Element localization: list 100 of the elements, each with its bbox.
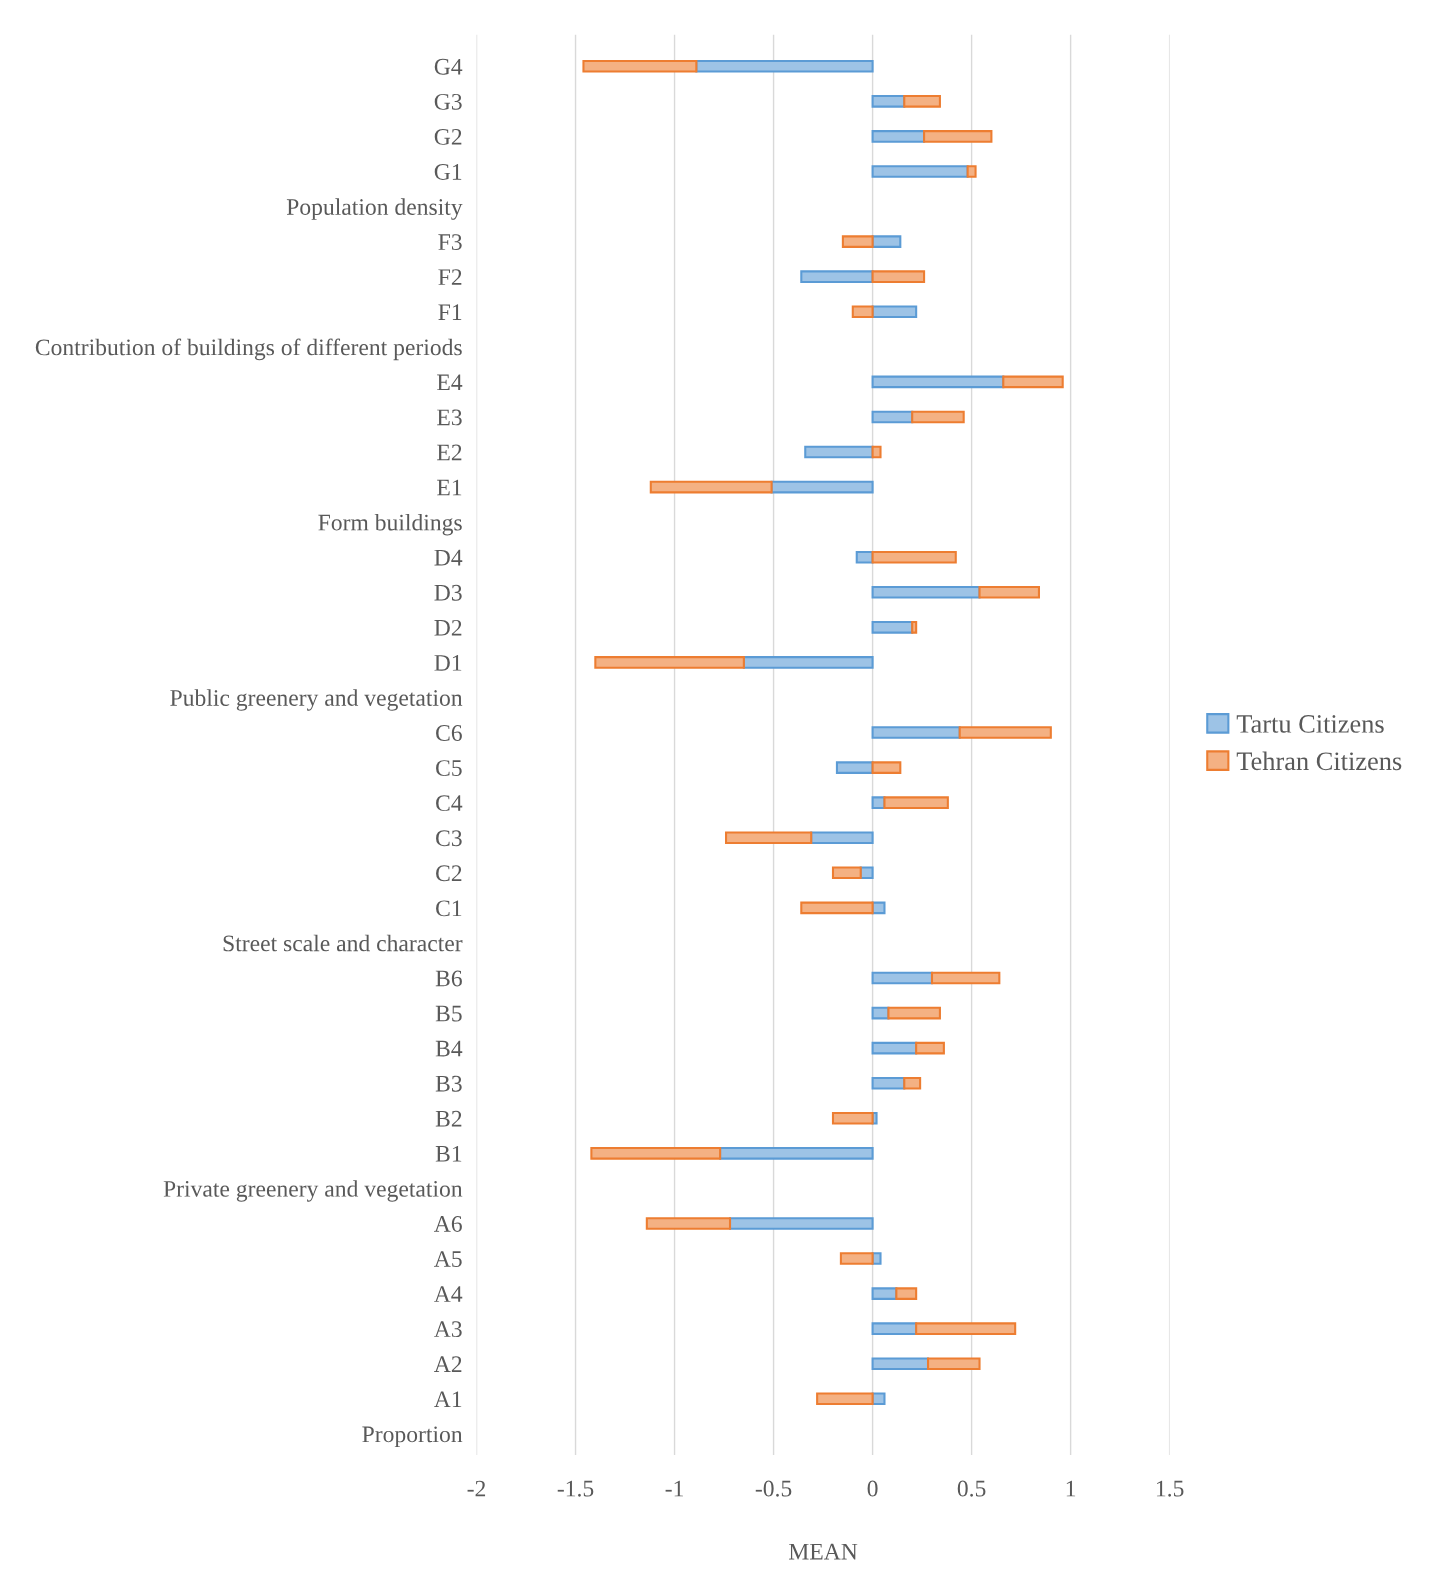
bar bbox=[719, 1147, 874, 1160]
bar bbox=[871, 270, 926, 283]
y-tick-label: A6 bbox=[434, 1216, 462, 1232]
x-tick-label: -0.5 bbox=[755, 1480, 792, 1497]
bar bbox=[810, 831, 874, 845]
bar bbox=[831, 866, 862, 880]
y-tick-label: A3 bbox=[434, 1321, 462, 1338]
y-tick-label: D1 bbox=[434, 655, 462, 671]
bar bbox=[871, 726, 961, 739]
bar bbox=[841, 235, 874, 248]
y-tick-label: B4 bbox=[435, 1040, 463, 1057]
x-tick-label: -2 bbox=[467, 1480, 486, 1497]
y-tick-label: A1 bbox=[434, 1391, 462, 1407]
legend-label: Tartu Citizens bbox=[1236, 715, 1384, 733]
y-tick-label: C3 bbox=[436, 830, 462, 847]
y-tick-label: B6 bbox=[435, 970, 462, 987]
bar bbox=[645, 1217, 732, 1230]
x-tick-label: 0 bbox=[867, 1480, 878, 1497]
bar bbox=[966, 165, 977, 178]
y-tick-label: Public greenery and vegetation bbox=[170, 689, 463, 711]
bar bbox=[915, 1322, 1017, 1335]
bar bbox=[839, 1252, 874, 1265]
y-tick-label: Population density bbox=[286, 198, 463, 220]
bar bbox=[728, 1217, 874, 1230]
y-tick-label: F3 bbox=[438, 234, 462, 251]
bar bbox=[770, 480, 874, 494]
bar bbox=[800, 270, 874, 283]
bar bbox=[911, 621, 918, 634]
bar bbox=[871, 1041, 918, 1055]
y-tick-label: F2 bbox=[438, 269, 462, 285]
x-tick-label: -1 bbox=[665, 1480, 683, 1497]
bar bbox=[816, 1392, 874, 1406]
x-tick-label: 1.5 bbox=[1156, 1480, 1184, 1497]
y-tick-label: B3 bbox=[435, 1075, 462, 1092]
bar bbox=[871, 445, 882, 459]
y-tick-label: B2 bbox=[435, 1110, 462, 1127]
bar bbox=[804, 445, 874, 459]
bar bbox=[871, 1322, 918, 1335]
bar bbox=[695, 59, 874, 73]
y-tick-label: A4 bbox=[434, 1286, 463, 1302]
bar bbox=[903, 95, 941, 108]
y-tick-label: C2 bbox=[436, 865, 462, 882]
bar bbox=[871, 971, 934, 985]
bar bbox=[871, 95, 906, 108]
y-tick-label: Form buildings bbox=[318, 513, 462, 536]
bar bbox=[871, 410, 914, 424]
y-tick-label: E2 bbox=[437, 444, 462, 461]
bar bbox=[594, 656, 745, 669]
y-tick-label: F1 bbox=[438, 304, 462, 320]
x-tick-label: 0.5 bbox=[957, 1480, 986, 1497]
bar bbox=[871, 305, 918, 319]
legend-label: Tehran Citizens bbox=[1236, 751, 1402, 771]
bar bbox=[800, 901, 874, 915]
x-tick-label: 1 bbox=[1066, 1480, 1076, 1497]
bar bbox=[590, 1147, 722, 1160]
y-tick-label: Proportion bbox=[362, 1426, 463, 1448]
bar bbox=[871, 550, 957, 564]
y-tick-label: E4 bbox=[437, 374, 463, 391]
bar bbox=[927, 1357, 981, 1371]
bar bbox=[903, 1076, 922, 1090]
bar bbox=[831, 1111, 874, 1125]
bar bbox=[871, 1357, 930, 1371]
bar bbox=[978, 585, 1040, 599]
y-tick-label: C1 bbox=[436, 900, 462, 917]
bar bbox=[887, 1006, 941, 1020]
bar bbox=[895, 1287, 918, 1300]
y-tick-label: G3 bbox=[434, 93, 462, 110]
bar bbox=[871, 165, 969, 178]
bar bbox=[871, 1076, 906, 1090]
bar bbox=[958, 726, 1052, 739]
y-tick-label: E1 bbox=[437, 479, 462, 496]
bar bbox=[582, 59, 698, 73]
bar bbox=[725, 831, 813, 845]
bar bbox=[851, 305, 874, 319]
y-tick-label: C4 bbox=[436, 795, 463, 812]
bar bbox=[911, 410, 965, 424]
bar bbox=[855, 550, 874, 564]
y-tick-label: D4 bbox=[434, 549, 463, 566]
x-tick-label: -1.5 bbox=[557, 1480, 594, 1497]
y-tick-label: Contribution of buildings of different periods bbox=[35, 338, 462, 361]
bar bbox=[835, 761, 874, 774]
y-tick-label: D3 bbox=[434, 584, 462, 601]
bar bbox=[871, 761, 902, 774]
bar bbox=[923, 130, 993, 143]
y-tick-label: C6 bbox=[436, 725, 462, 741]
y-tick-label: G1 bbox=[434, 164, 462, 180]
bar bbox=[1002, 375, 1064, 389]
y-tick-label: A2 bbox=[434, 1356, 462, 1372]
x-axis-title: MEAN bbox=[789, 1543, 858, 1560]
y-tick-label: B5 bbox=[435, 1005, 462, 1022]
bar bbox=[871, 1287, 898, 1300]
bar bbox=[930, 971, 1001, 985]
bar bbox=[649, 480, 773, 494]
y-tick-label: G4 bbox=[434, 58, 463, 75]
bar bbox=[871, 375, 1005, 389]
y-tick-label: Street scale and character bbox=[223, 934, 463, 952]
bar bbox=[871, 621, 914, 634]
y-tick-label: D2 bbox=[434, 619, 462, 636]
bar bbox=[871, 585, 981, 599]
bar bbox=[883, 796, 949, 809]
